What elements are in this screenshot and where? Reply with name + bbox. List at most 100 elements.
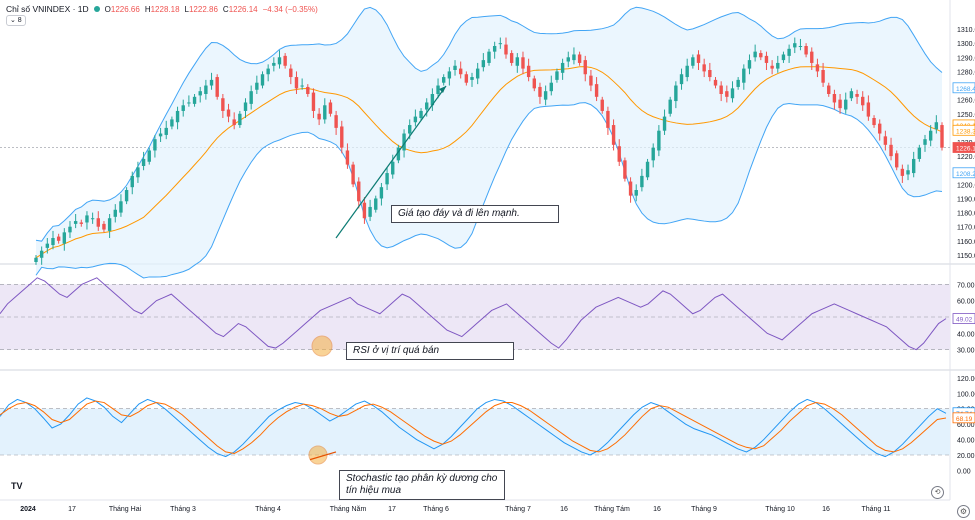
symbol-title[interactable]: Chỉ số VNINDEX · 1D	[6, 4, 89, 14]
stochastic-badge-label: 68.19	[956, 416, 973, 423]
candle-body	[821, 70, 825, 83]
price-tick-label: 1220.0	[957, 154, 975, 161]
candle-body	[900, 168, 905, 176]
candle-body	[374, 198, 378, 210]
candle-body	[306, 86, 310, 94]
candle-body	[345, 150, 350, 165]
candle-body	[713, 79, 718, 86]
candle-body	[119, 201, 123, 213]
price-annotation[interactable]: Giá tạo đáy và đi lên mạnh.	[391, 205, 559, 223]
rsi-annotation[interactable]: RSI ở vị trí quá bán	[346, 342, 514, 360]
price-badge	[952, 124, 975, 136]
stochastic-tick-label: 100.00	[957, 391, 975, 398]
price-axis[interactable]: 1150.01160.01170.01180.01190.01200.01210…	[952, 27, 975, 260]
candle-body	[560, 62, 565, 73]
candle-body	[277, 57, 282, 65]
candle-body	[311, 92, 316, 111]
rsi-line	[0, 277, 947, 351]
candle-body	[226, 109, 231, 117]
trend-arrow-line	[335, 85, 447, 239]
candle-body	[515, 57, 520, 66]
candle-body	[209, 79, 214, 86]
candle-body	[623, 160, 627, 179]
stochastic-tick-label: 20.00	[957, 453, 975, 460]
candle-body	[940, 125, 944, 148]
rsi-pane[interactable]	[0, 277, 950, 357]
candle-body	[170, 119, 174, 127]
tradingview-logo-icon[interactable]: TV	[11, 481, 23, 491]
time-tick-label: Tháng Năm	[330, 506, 367, 513]
price-tick-label: 1150.0	[957, 253, 975, 260]
time-tick-label: Tháng 11	[861, 506, 890, 513]
candle-body	[136, 167, 140, 178]
candle-body	[102, 223, 106, 230]
candle-body	[781, 54, 786, 61]
candle-body	[192, 96, 197, 104]
candle-body	[640, 175, 644, 188]
candle-body	[928, 130, 933, 141]
candle-body	[34, 257, 38, 262]
candle-body	[221, 98, 225, 111]
candle-body	[362, 202, 367, 219]
gear-icon[interactable]: ⟲	[931, 486, 944, 499]
stochastic-k-line	[0, 397, 947, 458]
gear-icon[interactable]: ⚙	[957, 505, 970, 518]
candle-body	[866, 102, 871, 117]
price-tick-label: 1190.0	[957, 196, 975, 203]
candle-body	[719, 85, 723, 94]
candle-body	[187, 102, 191, 104]
candle-body	[634, 190, 638, 196]
collapse-indicators-button[interactable]: ⌄ 8	[6, 15, 26, 26]
candle-body	[798, 46, 803, 47]
bollinger-mid-line	[35, 66, 943, 259]
price-pane[interactable]	[0, 0, 975, 500]
candle-body	[498, 43, 503, 45]
candle-body	[572, 54, 576, 61]
time-axis[interactable]: 2024 17 Tháng Hai Tháng 3 Tháng 4 Tháng Năm 17…	[0, 499, 950, 513]
candle-body	[872, 118, 876, 126]
candle-body	[130, 175, 134, 188]
candle-body	[481, 60, 486, 68]
candle-body	[317, 113, 321, 120]
candle-body	[357, 181, 361, 202]
candle-body	[294, 77, 299, 89]
stochastic-axis[interactable]: 0.0020.0040.0060.0080.00100.00120.0074.7…	[952, 376, 975, 476]
close-value: 1226.14	[228, 4, 258, 14]
candle-body	[436, 85, 440, 94]
candle-body	[736, 79, 740, 87]
candle-body	[39, 250, 44, 258]
candle-body	[215, 77, 219, 97]
divergence-line	[309, 451, 337, 461]
candle-body	[668, 99, 672, 114]
candle-body	[198, 91, 202, 96]
candle-body	[470, 77, 474, 80]
price-badge-label: 1208.2	[956, 171, 975, 178]
candle-body	[923, 139, 927, 145]
stochastic-annotation[interactable]: Stochastic tạo phân kỳ dương cho tín hiệ…	[339, 470, 505, 500]
candle-body	[124, 190, 129, 202]
candle-body	[164, 127, 168, 135]
change-value: −4.34 (−0.35%)	[262, 4, 318, 14]
rsi-tick-label: 60.00	[957, 299, 975, 306]
trend-arrow-head-icon	[439, 86, 446, 93]
candle-body	[730, 88, 735, 99]
candle-body	[425, 102, 429, 110]
candle-body	[793, 43, 797, 48]
candle-body	[442, 77, 446, 83]
candle-body	[645, 161, 650, 178]
time-tick-label: 17	[68, 506, 76, 513]
candle-body	[606, 110, 610, 128]
time-tick-label: 16	[653, 506, 661, 513]
candle-body	[849, 91, 854, 99]
candle-body	[85, 215, 89, 223]
candle-body	[458, 68, 463, 75]
stochastic-pane[interactable]	[0, 397, 950, 465]
candle-body	[385, 173, 389, 185]
candle-body	[107, 218, 112, 231]
time-tick-label: 17	[388, 506, 396, 513]
price-tick-label: 1280.0	[957, 69, 975, 76]
candle-body	[855, 94, 859, 97]
candle-body	[51, 238, 55, 246]
